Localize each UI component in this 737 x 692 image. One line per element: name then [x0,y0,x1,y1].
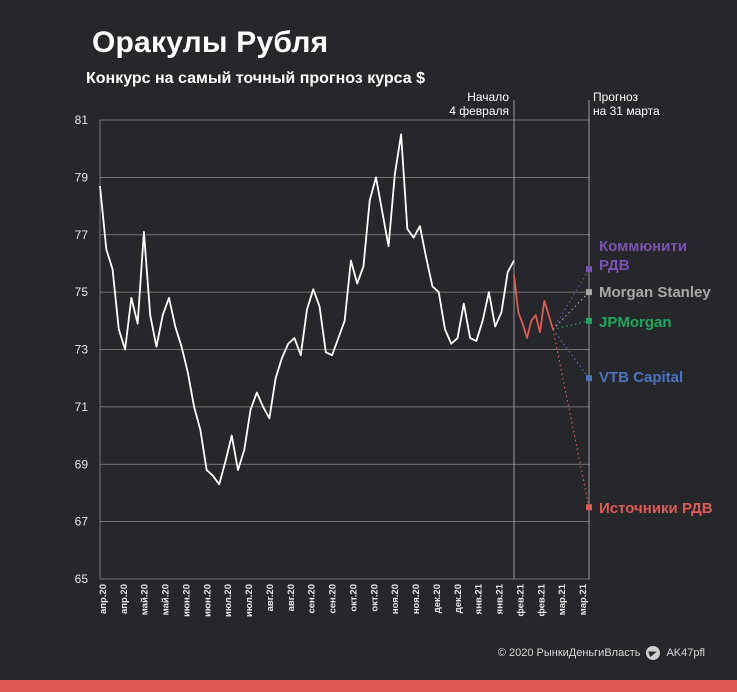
footer-bar [0,680,737,692]
x-tick-label: окт.20 [348,584,359,612]
x-tick-label: янв.21 [495,583,506,614]
x-tick-label: мар.21 [578,583,589,615]
forecast-label: Источники РДВ [599,500,713,517]
forecast-connector [552,320,590,331]
y-tick-label: 67 [75,515,89,529]
start-annotation: 4 февраля [449,104,509,118]
x-tick-label: фев.21 [515,583,526,616]
forecast-annotation: Прогноз [593,90,639,104]
copyright-text: © 2020 РынкиДеньгиВласть [497,647,641,659]
forecast-label: JPMorgan [599,314,672,331]
y-tick-label: 77 [75,228,89,242]
x-tick-label: июн.20 [202,584,213,617]
y-tick-label: 81 [75,113,89,127]
forecast-annotation: на 31 марта [593,104,660,118]
forecast-point [586,289,592,296]
y-tick-label: 75 [75,285,89,299]
forecast-point [586,375,592,382]
x-tick-label: дек.20 [432,584,443,613]
y-tick-label: 69 [75,457,89,471]
forecast-point [586,266,592,273]
forecast-point [586,504,592,511]
x-tick-label: авг.20 [286,584,297,611]
y-tick-label: 79 [75,170,89,184]
x-tick-label: апр.20 [98,584,109,614]
forecast-connector [552,329,590,379]
x-tick-label: июл.20 [223,584,234,617]
y-tick-label: 65 [75,572,89,586]
x-tick-label: сен.20 [307,584,318,614]
history-line [99,133,515,486]
x-tick-label: янв.21 [474,583,485,614]
after-start-line [513,274,554,339]
forecast-connector [552,268,590,330]
x-tick-label: ноя.20 [390,584,401,614]
forecast-label: VTB Capital [599,369,683,386]
y-tick-label: 71 [75,400,89,414]
x-tick-label: май.20 [161,584,172,615]
forecast-label: РДВ [599,257,630,274]
x-tick-label: окт.20 [369,584,380,612]
x-tick-label: мар.21 [557,583,568,615]
start-annotation: Начало [467,90,509,104]
x-tick-label: сен.20 [328,584,339,614]
forecast-connector [552,291,590,330]
x-tick-label: дек.20 [453,584,464,613]
x-tick-label: фев.21 [536,583,547,616]
forecast-connector [552,329,590,508]
telegram-icon [646,646,661,660]
chart-subtitle: Конкурс на самый точный прогноз курса $ [86,70,425,87]
x-tick-label: июл.20 [244,584,255,617]
x-tick-label: апр.20 [119,584,130,614]
y-tick-label: 73 [75,343,89,357]
forecast-label: Morgan Stanley [599,284,711,301]
x-tick-label: июн.20 [181,584,192,617]
x-tick-label: авг.20 [265,584,276,611]
chart-title: Оракулы Рубля [92,26,329,59]
x-tick-label: май.20 [140,584,151,615]
forecast-point [586,317,592,324]
channel-text: AK47pfl [666,647,705,659]
forecast-label: Коммюнити [599,238,687,255]
x-tick-label: ноя.20 [411,584,422,614]
footer: © 2020 РынкиДеньгиВласть AK47pfl [498,646,705,660]
